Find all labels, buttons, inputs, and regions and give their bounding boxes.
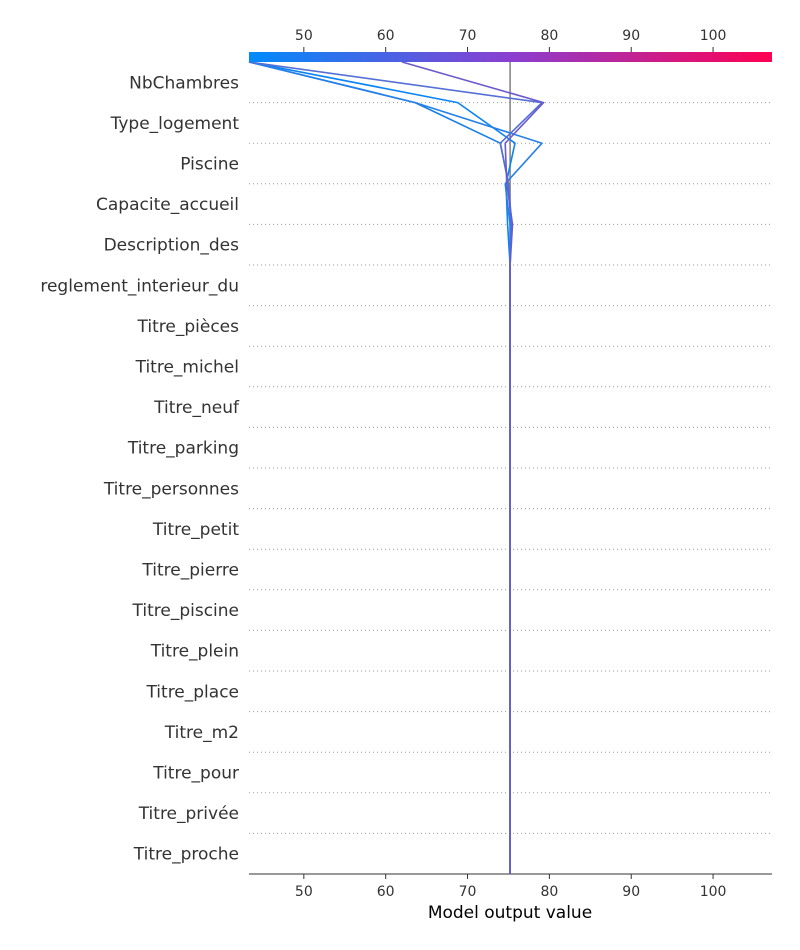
- x-tick-label-bottom: 100: [700, 884, 727, 900]
- decision-line: [248, 61, 543, 874]
- feature-label: Description_des: [104, 236, 240, 256]
- decision-line: [248, 61, 512, 874]
- feature-labels: NbChambres Type_logement Piscine Capacite_a…: [40, 73, 240, 864]
- decision-lines: [248, 61, 545, 874]
- decision-line: [401, 61, 545, 874]
- x-tick-label-bottom: 80: [540, 884, 558, 900]
- colorbar: [249, 52, 772, 62]
- x-axis-title: Model output value: [428, 903, 592, 923]
- feature-label: Titre_michel: [135, 358, 239, 378]
- feature-label: Titre_personnes: [103, 479, 239, 499]
- feature-label: Titre_pour: [152, 764, 239, 784]
- x-tick-label-bottom: 60: [377, 884, 395, 900]
- feature-label: Titre_proche: [133, 845, 239, 865]
- feature-label: Titre_neuf: [153, 398, 240, 418]
- x-tick-label-top: 90: [622, 28, 640, 44]
- axes: 50 50 60 60 70 70 80 80 90 90 100 100: [249, 28, 772, 900]
- feature-label: Titre_pièces: [137, 317, 240, 337]
- x-tick-label-bottom: 50: [295, 884, 313, 900]
- feature-label: Titre_privée: [138, 804, 239, 824]
- x-tick-label-bottom: 70: [459, 884, 477, 900]
- x-tick-label-top: 50: [295, 28, 313, 44]
- feature-label: Type_logement: [110, 114, 240, 134]
- feature-label: Titre_pierre: [141, 561, 239, 581]
- x-tick-label-bottom: 90: [622, 884, 640, 900]
- feature-label: Titre_plein: [150, 642, 239, 662]
- feature-label: Titre_petit: [152, 520, 239, 540]
- x-tick-label-top: 80: [540, 28, 558, 44]
- feature-label: Titre_m2: [164, 723, 239, 743]
- feature-label: Capacite_accueil: [96, 195, 239, 215]
- feature-label: Titre_piscine: [132, 601, 240, 621]
- feature-label: reglement_interieur_du: [40, 276, 239, 296]
- feature-label: Piscine: [180, 155, 239, 175]
- x-tick-label-top: 70: [459, 28, 477, 44]
- feature-label: Titre_place: [145, 682, 239, 702]
- x-tick-label-top: 100: [700, 28, 727, 44]
- feature-label: NbChambres: [129, 73, 239, 93]
- colorbar-strip: [249, 52, 772, 62]
- decision-line: [248, 61, 543, 874]
- feature-label: Titre_parking: [127, 439, 239, 459]
- x-tick-label-top: 60: [377, 28, 395, 44]
